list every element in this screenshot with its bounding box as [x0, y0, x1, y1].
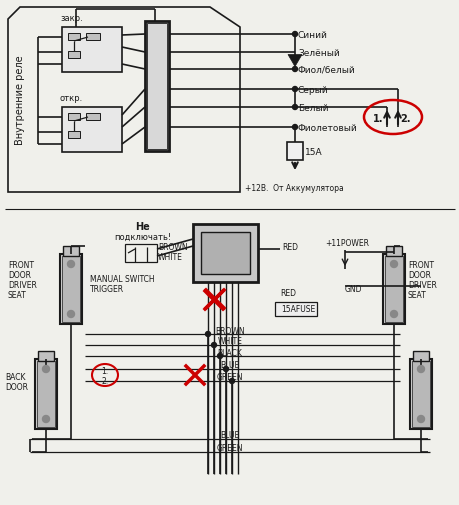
Bar — [68, 132, 80, 139]
Text: GREEN: GREEN — [216, 373, 243, 382]
Text: BLACK: BLACK — [217, 348, 242, 357]
Bar — [147, 24, 167, 149]
Bar — [411, 361, 429, 427]
Circle shape — [67, 311, 74, 318]
Bar — [382, 255, 404, 324]
Bar — [286, 143, 302, 161]
Text: 1.: 1. — [101, 367, 108, 376]
Text: BROWN: BROWN — [157, 243, 187, 252]
Bar — [62, 28, 122, 73]
Text: Внутренние реле: Внутренние реле — [15, 55, 25, 144]
Text: Синий: Синий — [297, 30, 327, 39]
Circle shape — [217, 354, 222, 359]
Text: подключать!: подключать! — [114, 232, 171, 241]
Circle shape — [390, 261, 397, 268]
Text: WHITE: WHITE — [157, 253, 183, 262]
Circle shape — [390, 311, 397, 318]
Bar — [385, 246, 401, 257]
Text: DRIVER: DRIVER — [407, 280, 436, 289]
Bar — [125, 244, 157, 263]
Text: WHITE: WHITE — [217, 337, 242, 346]
Circle shape — [292, 125, 297, 130]
Circle shape — [223, 367, 228, 372]
Bar — [60, 255, 82, 324]
Polygon shape — [287, 56, 302, 67]
Text: RED: RED — [281, 242, 297, 251]
Circle shape — [292, 32, 297, 37]
Text: BROWN: BROWN — [215, 326, 244, 335]
Text: закр.: закр. — [60, 14, 83, 23]
Text: +11POWER: +11POWER — [325, 238, 368, 247]
Text: SEAT: SEAT — [407, 290, 426, 299]
Circle shape — [292, 87, 297, 92]
Text: RED: RED — [280, 288, 295, 297]
Bar — [201, 232, 249, 274]
Text: 2.: 2. — [400, 114, 410, 124]
Circle shape — [292, 105, 297, 110]
Bar — [384, 257, 402, 322]
Text: DOOR: DOOR — [5, 383, 28, 392]
Text: Фиол/белый: Фиол/белый — [297, 65, 355, 74]
Text: +12В.  От Аккумулятора: +12В. От Аккумулятора — [245, 183, 343, 192]
Bar — [412, 351, 428, 361]
Text: DOOR: DOOR — [407, 270, 430, 279]
Circle shape — [42, 416, 50, 423]
Text: Серый: Серый — [297, 85, 328, 94]
Bar — [38, 351, 54, 361]
Text: FRONT: FRONT — [407, 260, 433, 269]
Circle shape — [292, 67, 297, 72]
Text: BLUE: BLUE — [220, 361, 239, 370]
Bar — [35, 359, 57, 429]
Text: 1.: 1. — [372, 114, 382, 124]
Text: откр.: откр. — [60, 94, 83, 103]
Circle shape — [229, 379, 234, 384]
Text: Зелёный: Зелёный — [297, 48, 339, 58]
Text: MANUAL SWITCH: MANUAL SWITCH — [90, 275, 154, 284]
Text: 2.: 2. — [101, 376, 108, 385]
Bar — [274, 302, 316, 316]
Text: TRIGGER: TRIGGER — [90, 284, 124, 293]
Text: BACK: BACK — [5, 372, 25, 381]
Bar — [86, 34, 100, 41]
Bar — [68, 114, 80, 121]
Text: Белый: Белый — [297, 104, 328, 112]
Text: GND: GND — [344, 285, 362, 294]
Text: BLUE: BLUE — [220, 431, 239, 440]
Text: Фиолетовый: Фиолетовый — [297, 123, 357, 132]
Circle shape — [42, 366, 50, 373]
Text: DRIVER: DRIVER — [8, 280, 37, 289]
Text: SEAT: SEAT — [8, 290, 27, 299]
Circle shape — [417, 416, 424, 423]
Bar — [409, 359, 431, 429]
Text: GREEN: GREEN — [216, 443, 243, 452]
Bar — [86, 114, 100, 121]
Circle shape — [67, 261, 74, 268]
Text: 15A: 15A — [304, 147, 322, 156]
Bar — [68, 34, 80, 41]
Bar — [62, 108, 122, 153]
Text: Не: Не — [135, 222, 150, 231]
Bar — [193, 225, 257, 282]
Text: DOOR: DOOR — [8, 270, 31, 279]
Text: 15AFUSE: 15AFUSE — [280, 305, 314, 314]
Bar — [63, 246, 79, 257]
Bar — [62, 257, 80, 322]
Bar — [37, 361, 55, 427]
Circle shape — [205, 332, 210, 337]
Circle shape — [417, 366, 424, 373]
Text: FRONT: FRONT — [8, 260, 34, 269]
Bar — [68, 52, 80, 59]
Circle shape — [211, 343, 216, 348]
Bar — [145, 22, 168, 152]
